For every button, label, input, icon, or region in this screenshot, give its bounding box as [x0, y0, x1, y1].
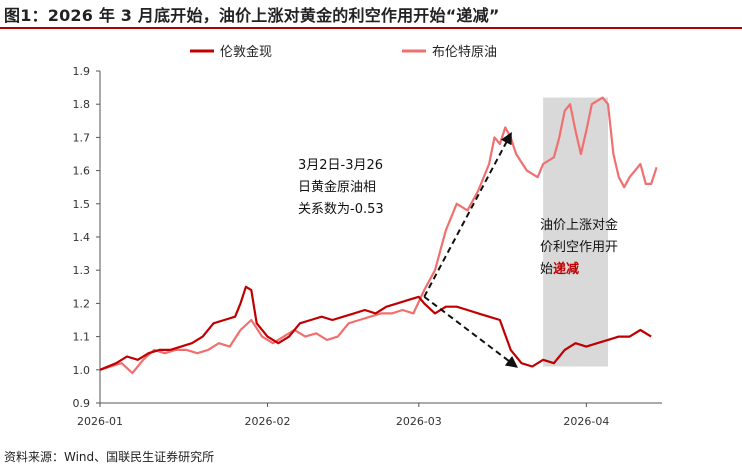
y-tick-label: 1.8 — [73, 98, 91, 111]
arrow-down-dashed — [423, 295, 519, 368]
arrow-up-dashed — [423, 131, 512, 298]
annotation-correlation-line: 日黄金原油相 — [298, 179, 376, 195]
y-tick-label: 1.5 — [73, 198, 91, 211]
x-tick-label: 2026-03 — [396, 415, 442, 428]
series-line-gold — [99, 285, 652, 371]
chart-title: 图1：2026 年 3 月底开始，油价上涨对黄金的利空作用开始“递减” — [4, 6, 500, 25]
x-tick-label: 2026-02 — [245, 415, 291, 428]
y-tick-label: 1.9 — [73, 65, 91, 78]
annotation-diminish-highlight: 递减 — [553, 261, 579, 277]
y-tick-label: 1.2 — [73, 297, 91, 310]
annotation-diminish-line: 价利空作用开 — [540, 240, 618, 255]
y-tick-label: 1.4 — [73, 231, 91, 244]
source-note: 资料来源：Wind、国联民生证券研究所 — [4, 450, 215, 464]
annotation-diminish-line: 油价上涨对金 — [540, 217, 618, 233]
y-tick-label: 1.6 — [73, 165, 91, 178]
legend-label-brent: 布伦特原油 — [432, 45, 497, 60]
y-tick-label: 1.3 — [73, 264, 91, 277]
annotation-diminish-prefix: 始 — [540, 262, 553, 277]
shaded-region — [543, 97, 608, 367]
y-tick-label: 1.0 — [73, 364, 91, 377]
x-tick-label: 2026-01 — [77, 415, 123, 428]
annotation-diminish-line: 始递减 — [540, 261, 579, 277]
title-divider — [0, 27, 742, 29]
y-tick-label: 1.1 — [73, 331, 91, 344]
series-line-brent — [99, 96, 658, 375]
annotation-correlation-line: 关系数为-0.53 — [298, 202, 384, 217]
x-tick-label: 2026-04 — [563, 415, 609, 428]
y-tick-label: 1.7 — [73, 131, 91, 144]
legend-label-gold: 伦敦金现 — [220, 44, 272, 60]
annotation-correlation-line: 3月2日-3月26 — [298, 158, 383, 173]
y-tick-label: 0.9 — [73, 397, 91, 410]
